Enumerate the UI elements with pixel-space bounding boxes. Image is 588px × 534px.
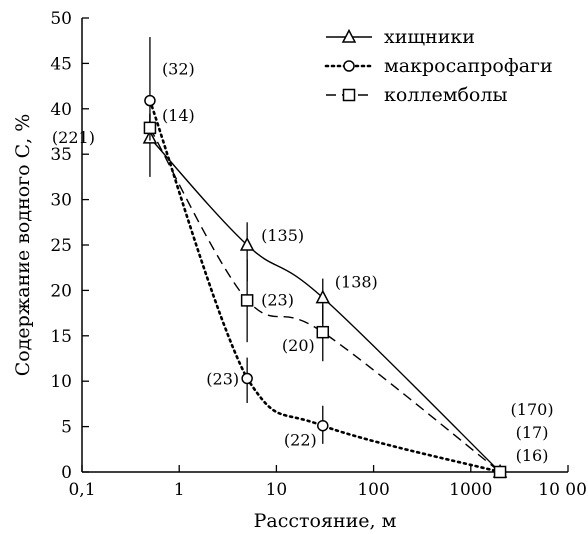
y-tick-label: 35 [50,145,72,165]
legend-marker [341,28,357,43]
series-line [148,99,502,474]
y-tick-label: 45 [50,54,72,74]
sample-size-label: (16) [516,446,549,465]
series-line [149,137,501,473]
sample-size-label: (170) [511,400,554,419]
data-point [239,236,255,251]
data-point [144,94,156,107]
legend-label: коллемболы [384,84,508,106]
x-axis-label: Расстояние, м [254,510,397,532]
series-line [149,127,501,473]
y-tick-label: 20 [50,281,72,301]
sample-size-label: (221) [52,128,95,147]
x-tick-label: 100 [357,480,389,500]
y-axis-label: Содержание водного С, % [12,114,34,377]
data-point [317,419,329,432]
data-point [315,289,331,304]
legend-item-collembola: коллемболы [326,84,508,106]
y-tick-label: 15 [50,327,72,347]
x-tick-label: 0,1 [68,480,95,500]
y-tick-label: 30 [50,191,72,211]
legend: хищники макросапрофаги коллемболы [324,26,553,106]
data-point [316,325,330,339]
legend-marker [342,88,356,102]
data-labels: (221) (135) (138) (170) (32) (23) (22) (17) (14)… [52,60,554,465]
x-ticks: 0,1 1 10 100 1000 10 000 [68,465,588,500]
series-layer [142,37,508,479]
y-tick-label: 25 [50,236,72,256]
x-tick-label: 10 [266,480,288,500]
legend-label: хищники [384,26,475,48]
y-tick-label: 40 [50,100,72,120]
sample-size-label: (20) [282,336,315,355]
y-tick-label: 0 [61,463,72,483]
data-point [241,372,253,385]
x-tick-label: 1 [174,480,185,500]
sample-size-label: (32) [162,60,195,79]
legend-item-macrosaprophages: макросапрофаги [324,55,553,77]
sample-size-label: (23) [261,290,294,309]
series-collembola [143,114,507,479]
y-tick-label: 10 [50,372,72,392]
legend-item-predators: хищники [326,26,475,48]
sample-size-label: (138) [335,273,378,292]
y-tick-label: 5 [61,418,72,438]
sample-size-label: (14) [162,106,195,125]
x-tick-label: 10 000 [538,480,588,500]
y-ticks: 0 5 10 15 20 25 30 35 40 45 50 [50,9,89,483]
legend-label: макросапрофаги [384,55,553,77]
sample-size-label: (135) [261,226,304,245]
sample-size-label: (17) [516,423,549,442]
data-point [143,121,157,135]
sample-size-label: (22) [284,431,317,450]
x-tick-label: 1000 [449,480,492,500]
sample-size-label: (23) [206,369,239,388]
legend-marker [343,60,355,72]
y-tick-label: 50 [50,9,72,29]
data-point [240,294,254,307]
data-point [493,465,507,479]
